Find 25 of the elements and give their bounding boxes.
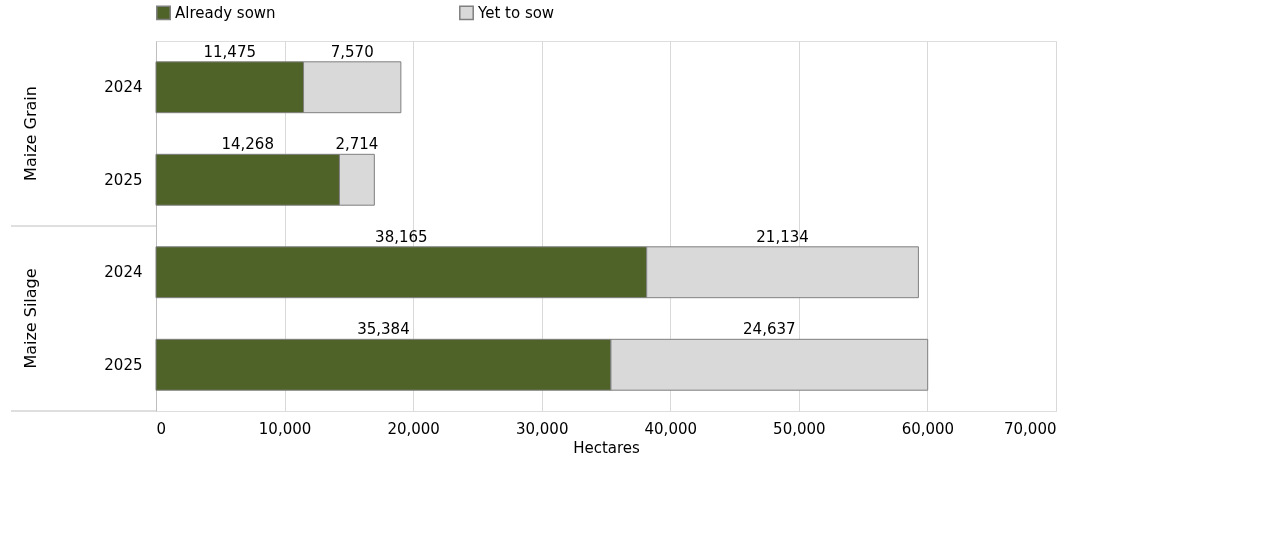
y-tick-label: 2025 — [104, 170, 143, 189]
legend-label: Yet to sow — [477, 3, 555, 22]
x-tick-label: 0 — [156, 419, 167, 438]
x-tick-label: 60,000 — [901, 419, 955, 438]
data-label: 21,134 — [756, 227, 809, 246]
x-tick-label: 20,000 — [387, 419, 440, 438]
legend-label: Already sown — [175, 3, 276, 22]
data-label: 14,268 — [221, 135, 274, 154]
x-tick-label: 10,000 — [258, 419, 312, 438]
data-label: 2,714 — [335, 135, 379, 154]
x-tick-label: 40,000 — [644, 419, 698, 438]
data-label: 11,475 — [203, 42, 257, 61]
data-label: 38,165 — [375, 227, 428, 246]
text: Maize Grain — [21, 86, 40, 181]
x-axis-title: Hectares — [573, 438, 641, 457]
y-tick-label: 2024 — [104, 263, 143, 282]
data-label: 7,570 — [330, 42, 374, 61]
y-tick-label: 2025 — [104, 355, 143, 374]
data-label: 35,384 — [357, 320, 410, 339]
x-tick-label: 30,000 — [515, 419, 569, 438]
x-tick-label: 70,000 — [1004, 419, 1057, 438]
text: Maize Silage — [21, 268, 40, 369]
y-tick-label: 2024 — [104, 78, 143, 97]
x-tick-label: 50,000 — [773, 419, 826, 438]
data-label: 24,637 — [743, 320, 796, 339]
